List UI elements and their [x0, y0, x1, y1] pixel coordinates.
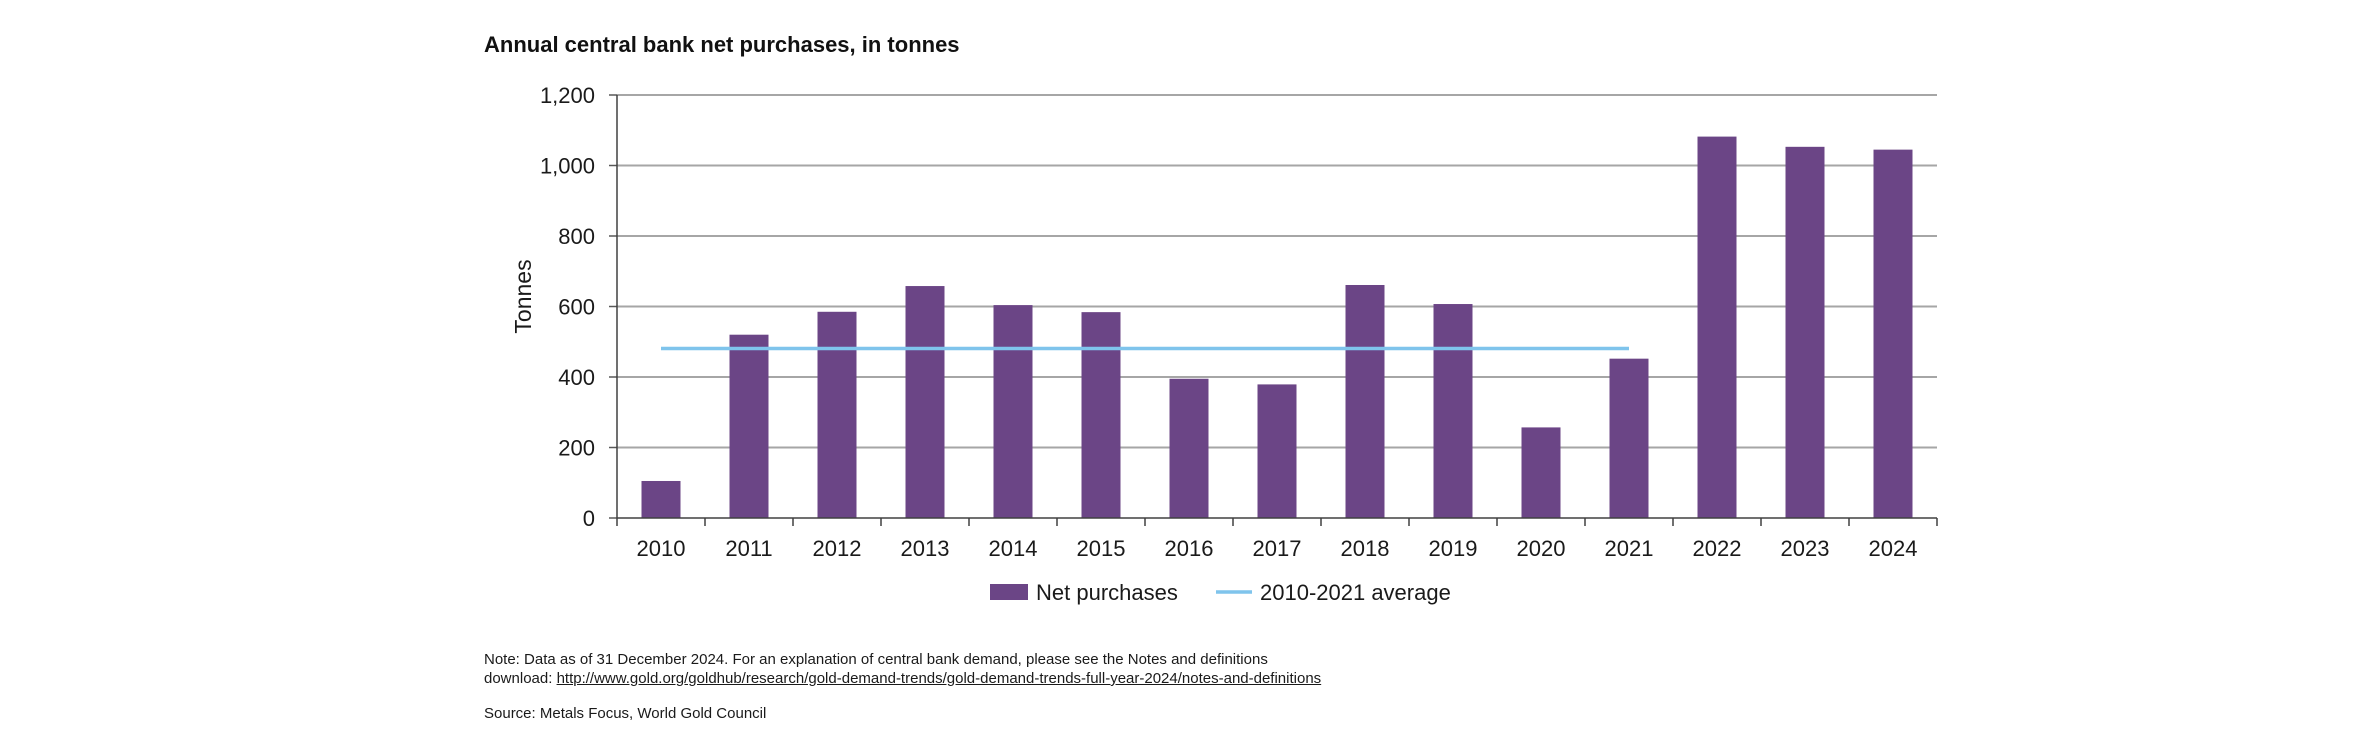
x-tick-label: 2022	[1693, 536, 1742, 561]
x-tick-label: 2010	[637, 536, 686, 561]
y-axis-title: Tonnes	[510, 259, 536, 333]
source-note: Source: Metals Focus, World Gold Council	[484, 705, 767, 722]
bars	[641, 136, 1913, 518]
x-tick-label: 2015	[1077, 536, 1126, 561]
x-tick-label: 2019	[1429, 536, 1478, 561]
bar-2014	[993, 305, 1033, 518]
y-tick-label: 1,200	[540, 83, 595, 108]
bar-2010	[641, 480, 681, 518]
bar-2013	[905, 286, 945, 518]
x-tick-label: 2023	[1781, 536, 1830, 561]
x-tick-label: 2012	[813, 536, 862, 561]
note: Note: Data as of 31 December 2024. For a…	[484, 650, 1321, 688]
bar-2022	[1697, 136, 1737, 518]
chart-title: Annual central bank net purchases, in to…	[484, 32, 960, 57]
y-tick-label: 0	[583, 506, 595, 531]
x-tick-label: 2024	[1869, 536, 1918, 561]
bar-2015	[1081, 312, 1121, 518]
bar-chart: 0 200 400 600 800 1,000 1,200 2010 2011 2012 2013…	[510, 83, 1938, 605]
x-axis-ticks: 2010 2011 2012 2013 2014 2015 2016 2017 2018 2019…	[616, 518, 1938, 561]
bar-2012	[817, 311, 857, 518]
y-tick-label: 600	[558, 295, 595, 320]
bar-2019	[1433, 304, 1473, 518]
bar-2024	[1873, 149, 1913, 518]
note-prefix: download:	[484, 670, 557, 687]
x-tick-label: 2021	[1605, 536, 1654, 561]
y-tick-label: 200	[558, 436, 595, 461]
x-tick-label: 2014	[989, 536, 1038, 561]
legend: Net purchases 2010-2021 average	[990, 580, 1451, 605]
bar-2021	[1609, 358, 1649, 518]
legend-label-average: 2010-2021 average	[1260, 580, 1451, 605]
legend-swatch-net-purchases	[990, 584, 1028, 600]
x-tick-label: 2017	[1253, 536, 1302, 561]
x-tick-label: 2020	[1517, 536, 1566, 561]
y-tick-label: 1,000	[540, 154, 595, 179]
axes	[616, 95, 1937, 519]
x-tick-label: 2011	[725, 536, 772, 561]
x-tick-label: 2016	[1165, 536, 1214, 561]
bar-2016	[1169, 378, 1209, 518]
note-line-1: Note: Data as of 31 December 2024. For a…	[484, 651, 1268, 668]
y-tick-label: 800	[558, 224, 595, 249]
x-tick-label: 2018	[1341, 536, 1390, 561]
bar-2017	[1257, 384, 1297, 518]
y-tick-label: 400	[558, 365, 595, 390]
bar-2018	[1345, 284, 1385, 518]
bar-2023	[1785, 146, 1825, 518]
legend-label-net-purchases: Net purchases	[1036, 580, 1178, 605]
bar-2011	[729, 334, 769, 518]
y-axis-ticks: 0 200 400 600 800 1,000 1,200	[540, 83, 617, 531]
x-tick-label: 2013	[901, 536, 950, 561]
bar-2020	[1521, 427, 1561, 518]
note-line-2: download: http://www.gold.org/goldhub/re…	[484, 669, 1321, 688]
notes-definitions-link[interactable]: http://www.gold.org/goldhub/research/gol…	[556, 670, 1322, 687]
